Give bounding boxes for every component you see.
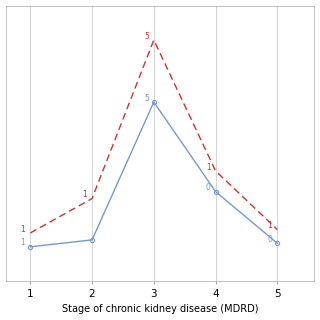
Text: 5: 5 — [144, 94, 149, 103]
Text: 1: 1 — [20, 225, 25, 234]
Text: 1: 1 — [206, 163, 211, 172]
Text: 1: 1 — [268, 221, 272, 230]
Text: 1: 1 — [82, 190, 87, 199]
Text: 1: 1 — [20, 238, 25, 247]
Text: 0: 0 — [206, 183, 211, 192]
Text: 0: 0 — [268, 235, 273, 244]
Text: 5: 5 — [144, 32, 149, 41]
X-axis label: Stage of chronic kidney disease (MDRD): Stage of chronic kidney disease (MDRD) — [62, 304, 258, 315]
